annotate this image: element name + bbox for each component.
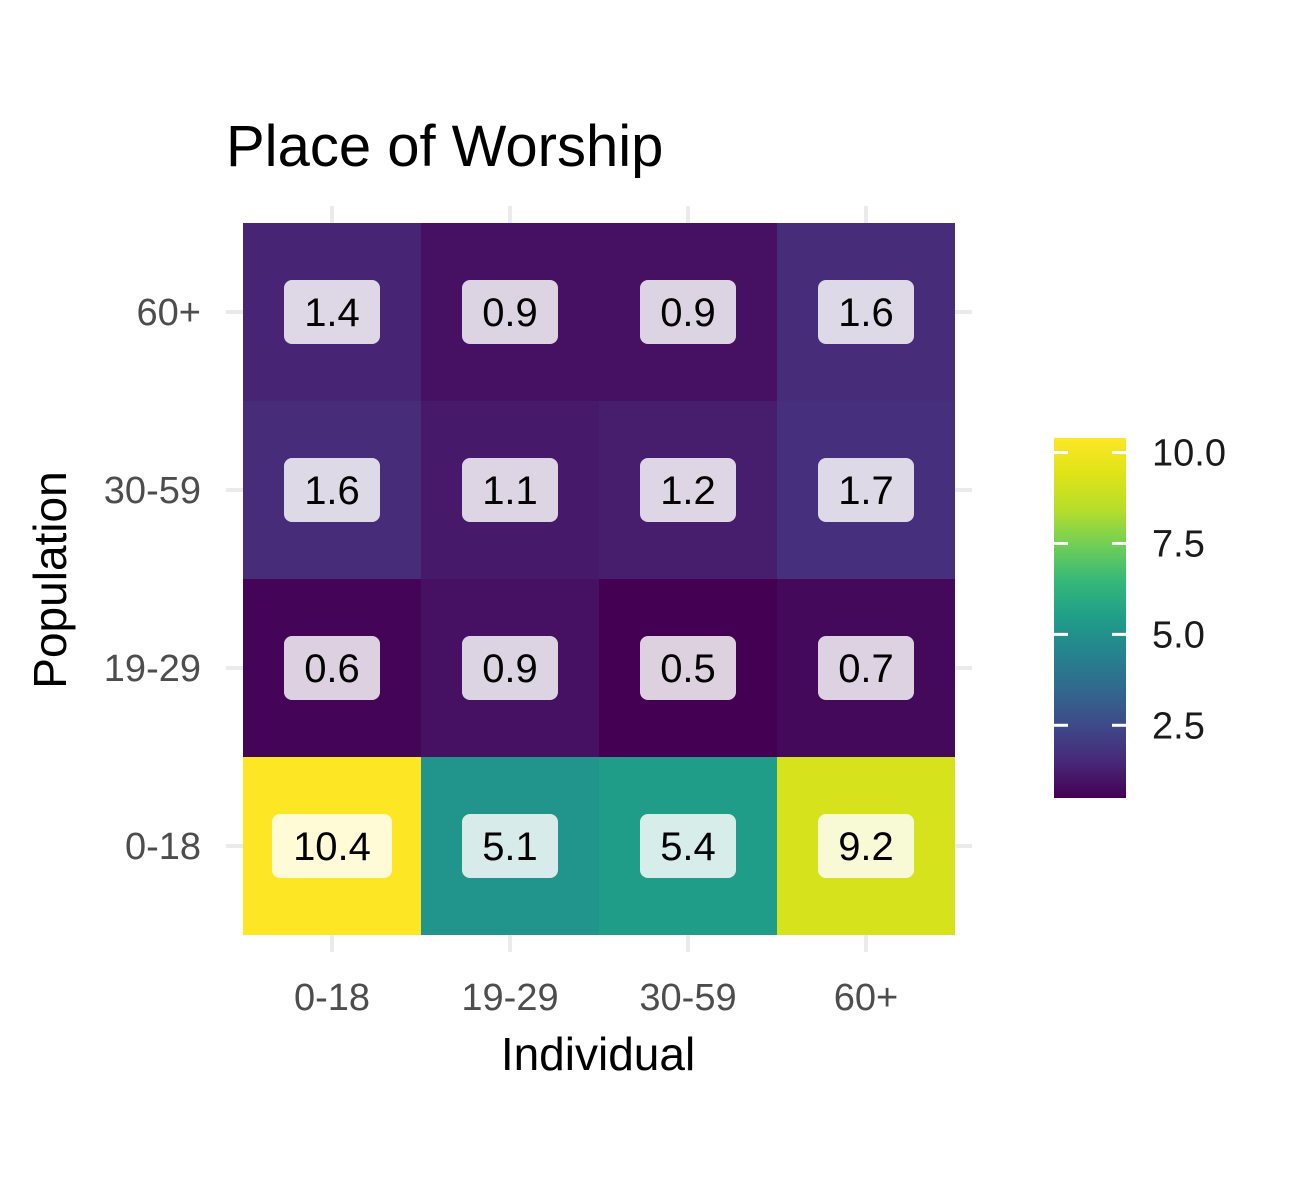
cell-label-box <box>640 636 736 700</box>
cell-value-label: 1.6 <box>838 291 894 335</box>
cell-label-box <box>272 814 392 878</box>
cell-label-box <box>818 814 914 878</box>
x-tick-label: 30-59 <box>639 977 736 1019</box>
y-tick-label: 30-59 <box>104 470 201 512</box>
y-tick-label: 19-29 <box>104 648 201 690</box>
cell-value-label: 0.6 <box>304 647 360 691</box>
x-tick-label: 0-18 <box>294 977 370 1019</box>
cell-value-label: 0.9 <box>482 647 538 691</box>
cell-label-box <box>462 458 558 522</box>
y-axis-ticks: 0-18 19-29 30-59 60+ <box>104 292 201 868</box>
x-axis-ticks: 0-18 19-29 30-59 60+ <box>294 977 898 1019</box>
cell-label-box <box>284 458 380 522</box>
cell-label-box <box>462 814 558 878</box>
legend-tick-label: 2.5 <box>1152 705 1205 747</box>
cell-value-label: 0.9 <box>660 291 716 335</box>
cell-value-label: 5.4 <box>660 825 716 869</box>
x-tick-label: 19-29 <box>461 977 558 1019</box>
color-legend: 2.5 5.0 7.5 10.0 <box>1054 433 1226 798</box>
x-axis-title: Individual <box>501 1028 695 1080</box>
y-tick-label: 60+ <box>137 292 201 334</box>
cell-label-box <box>818 280 914 344</box>
cell-label-box <box>818 458 914 522</box>
legend-tick-label: 10.0 <box>1152 433 1226 475</box>
cell-value-label: 9.2 <box>838 825 894 869</box>
cell-value-label: 5.1 <box>482 825 538 869</box>
cell-value-label: 1.4 <box>304 291 360 335</box>
cell-value-label: 1.7 <box>838 469 894 513</box>
legend-tick-label: 5.0 <box>1152 614 1205 656</box>
cell-label-box <box>284 280 380 344</box>
cell-value-label: 1.2 <box>660 469 716 513</box>
y-tick-label: 0-18 <box>125 826 201 868</box>
cell-label-box <box>818 636 914 700</box>
legend-tick-label: 7.5 <box>1152 523 1205 565</box>
cell-value-label: 1.1 <box>482 469 538 513</box>
legend-ticks: 2.5 5.0 7.5 10.0 <box>1054 433 1226 747</box>
cell-labels: 10.4 5.1 5.4 9.2 0.6 0.9 0.5 0.7 1.6 1.1 1.2 1.7 1.4… <box>272 280 914 878</box>
cell-label-box <box>640 280 736 344</box>
cell-value-label: 10.4 <box>293 825 371 869</box>
cell-value-label: 0.7 <box>838 647 894 691</box>
cell-label-box <box>462 636 558 700</box>
cell-label-box <box>462 280 558 344</box>
legend-colorbar <box>1054 438 1126 798</box>
y-axis-title: Population <box>24 471 76 688</box>
cell-label-box <box>640 814 736 878</box>
cell-value-label: 1.6 <box>304 469 360 513</box>
cell-value-label: 0.5 <box>660 647 716 691</box>
chart-title: Place of Worship <box>226 114 663 179</box>
cell-label-box <box>284 636 380 700</box>
cell-value-label: 0.9 <box>482 291 538 335</box>
x-tick-label: 60+ <box>834 977 898 1019</box>
cell-label-box <box>640 458 736 522</box>
